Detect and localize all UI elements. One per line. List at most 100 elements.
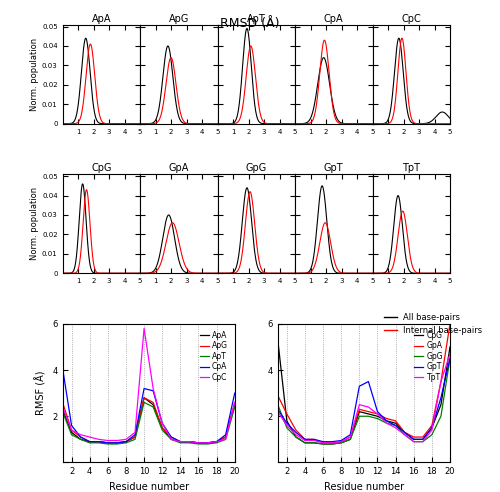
ApG	[178, 439, 184, 445]
CpA	[204, 440, 210, 446]
CpG	[329, 441, 335, 447]
GpT	[348, 432, 354, 438]
ApA	[196, 440, 202, 446]
Line: CpG: CpG	[278, 340, 450, 444]
Title: CpG: CpG	[91, 163, 112, 173]
TpT	[311, 437, 317, 443]
GpA	[338, 439, 344, 445]
GpA	[311, 436, 317, 442]
GpA	[366, 409, 372, 415]
ApA	[150, 402, 156, 408]
CpA	[214, 439, 220, 445]
CpA	[232, 390, 237, 396]
ApT	[159, 427, 165, 433]
GpA	[402, 430, 407, 435]
Line: GpT: GpT	[278, 359, 450, 442]
TpT	[320, 440, 326, 446]
CpG	[420, 436, 426, 442]
CpA	[96, 439, 102, 445]
TpT	[402, 432, 407, 438]
TpT	[410, 439, 416, 445]
ApA	[60, 406, 66, 412]
ApG	[96, 439, 102, 445]
CpC	[86, 434, 92, 440]
CpG	[284, 418, 290, 424]
Title: GpT: GpT	[324, 163, 344, 173]
CpA	[178, 439, 184, 445]
Text: RMSD (Å): RMSD (Å)	[220, 17, 280, 30]
GpA	[302, 436, 308, 442]
ApT	[141, 400, 147, 405]
CpC	[114, 437, 120, 443]
ApA	[96, 439, 102, 445]
GpG	[374, 416, 380, 422]
GpA	[320, 440, 326, 446]
ApA	[78, 436, 84, 442]
CpG	[374, 413, 380, 419]
CpG	[366, 411, 372, 417]
Line: ApT: ApT	[62, 402, 234, 444]
ApG	[159, 425, 165, 431]
ApA	[232, 402, 237, 408]
Line: ApG: ApG	[62, 398, 234, 443]
ApT	[86, 440, 92, 446]
CpC	[196, 440, 202, 446]
ApT	[60, 409, 66, 415]
CpG	[302, 440, 308, 446]
CpA	[150, 388, 156, 394]
ApT	[196, 441, 202, 447]
GpT	[338, 437, 344, 443]
CpG	[311, 440, 317, 446]
CpC	[168, 436, 174, 442]
CpA	[159, 420, 165, 426]
ApA	[204, 440, 210, 446]
GpA	[447, 321, 453, 327]
GpT	[402, 430, 407, 435]
TpT	[438, 379, 444, 385]
TpT	[338, 439, 344, 445]
CpG	[410, 436, 416, 442]
GpG	[402, 432, 407, 438]
GpA	[284, 411, 290, 417]
TpT	[392, 425, 398, 431]
CpC	[96, 436, 102, 442]
CpC	[105, 437, 111, 443]
CpA	[168, 434, 174, 440]
GpG	[293, 434, 299, 440]
CpG	[338, 440, 344, 446]
ApG	[196, 440, 202, 446]
ApA	[132, 434, 138, 440]
Legend: All base-pairs, Internal base-pairs: All base-pairs, Internal base-pairs	[381, 309, 486, 338]
ApT	[132, 436, 138, 442]
ApT	[186, 440, 192, 446]
TpT	[429, 427, 435, 433]
TpT	[356, 402, 362, 408]
Title: GpA: GpA	[168, 163, 189, 173]
GpT	[311, 436, 317, 442]
ApA	[214, 439, 220, 445]
GpG	[366, 413, 372, 419]
CpC	[186, 439, 192, 445]
Legend: CpG, GpA, GpG, GpT, TpT: CpG, GpA, GpG, GpT, TpT	[411, 328, 446, 385]
CpA	[196, 440, 202, 446]
ApG	[123, 439, 129, 445]
GpT	[320, 439, 326, 445]
CpA	[78, 434, 84, 440]
ApA	[114, 440, 120, 446]
GpG	[410, 439, 416, 445]
Line: ApA: ApA	[62, 398, 234, 443]
GpA	[410, 434, 416, 440]
CpG	[392, 420, 398, 426]
ApG	[105, 440, 111, 446]
CpC	[150, 386, 156, 392]
ApT	[168, 436, 174, 442]
Title: GpG: GpG	[246, 163, 267, 173]
GpT	[329, 439, 335, 445]
TpT	[329, 440, 335, 446]
ApG	[68, 427, 74, 433]
CpC	[214, 439, 220, 445]
CpC	[232, 400, 237, 405]
Line: CpC: CpC	[62, 328, 234, 443]
ApG	[150, 400, 156, 405]
Title: ApG: ApG	[168, 14, 189, 24]
